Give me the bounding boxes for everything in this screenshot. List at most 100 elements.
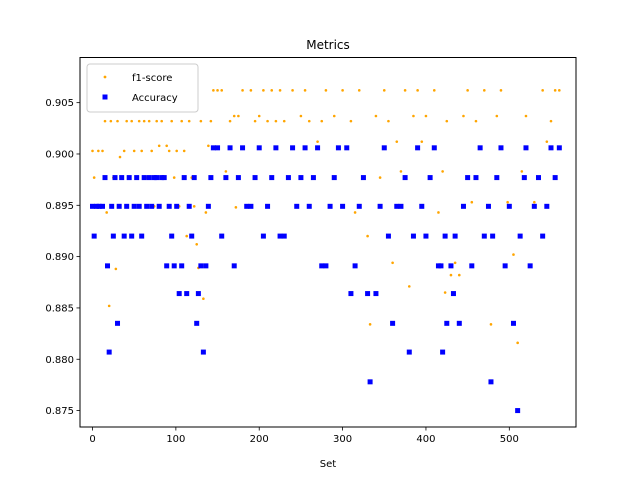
legend-marker-accuracy: [102, 94, 108, 100]
point-f1-score: [432, 89, 436, 92]
legend: f1-score Accuracy: [86, 63, 199, 113]
point-f1-score: [553, 89, 557, 92]
point-accuracy: [205, 203, 211, 209]
point-accuracy: [419, 203, 425, 209]
point-f1-score: [437, 211, 440, 214]
point-accuracy: [298, 175, 304, 181]
point-accuracy: [240, 145, 246, 151]
point-f1-score: [199, 119, 203, 123]
point-accuracy: [106, 349, 112, 355]
point-f1-score: [109, 119, 113, 123]
point-accuracy: [465, 175, 471, 181]
point-accuracy: [91, 233, 97, 239]
point-accuracy: [394, 203, 400, 209]
point-f1-score: [241, 89, 244, 92]
x-tick-label: 200: [250, 434, 269, 445]
point-accuracy: [356, 203, 362, 209]
y-tick-label: 0.890: [45, 252, 74, 263]
point-f1-score: [412, 114, 415, 118]
point-f1-score: [320, 119, 324, 123]
point-accuracy: [281, 233, 287, 239]
point-accuracy: [521, 175, 527, 181]
point-accuracy: [244, 203, 250, 209]
point-f1-score: [524, 114, 528, 118]
x-axis-label: Set: [320, 459, 337, 470]
point-f1-score: [253, 119, 257, 123]
point-f1-score: [234, 206, 238, 209]
point-accuracy: [340, 203, 346, 209]
point-f1-score: [387, 119, 390, 123]
point-accuracy: [181, 175, 187, 181]
point-f1-score: [374, 114, 378, 118]
plot-area: [90, 89, 562, 414]
y-axis: 0.875 0.880 0.885 0.890 0.895 0.900 0.905: [45, 98, 80, 417]
point-accuracy: [96, 203, 102, 209]
point-f1-score: [533, 200, 536, 204]
point-accuracy: [544, 203, 550, 209]
point-f1-score: [249, 89, 253, 92]
point-f1-score: [453, 261, 457, 265]
point-f1-score: [443, 291, 447, 294]
point-accuracy: [410, 233, 416, 239]
point-accuracy: [126, 175, 132, 181]
point-accuracy: [315, 145, 321, 151]
point-f1-score: [97, 149, 100, 153]
point-f1-score: [192, 205, 196, 208]
point-f1-score: [147, 119, 151, 123]
point-accuracy: [294, 203, 300, 209]
point-f1-score: [187, 119, 191, 123]
point-f1-score: [157, 144, 161, 148]
point-accuracy: [335, 145, 341, 151]
point-accuracy: [109, 203, 115, 209]
point-accuracy: [360, 175, 366, 181]
point-accuracy: [144, 203, 150, 209]
point-accuracy: [174, 203, 180, 209]
point-accuracy: [141, 175, 147, 181]
point-f1-score: [175, 149, 178, 153]
point-f1-score: [132, 149, 136, 153]
point-accuracy: [194, 320, 200, 326]
point-f1-score: [202, 297, 205, 301]
point-accuracy: [473, 175, 479, 181]
point-f1-score: [466, 89, 469, 92]
point-accuracy: [442, 233, 448, 239]
point-accuracy: [200, 349, 206, 355]
point-accuracy: [423, 233, 429, 239]
point-accuracy: [129, 233, 135, 239]
point-accuracy: [110, 233, 116, 239]
point-accuracy: [121, 233, 127, 239]
point-f1-score: [142, 119, 146, 123]
legend-box: [86, 63, 199, 113]
point-f1-score: [495, 114, 499, 118]
point-f1-score: [165, 144, 168, 148]
point-accuracy: [277, 233, 283, 239]
point-accuracy: [527, 263, 533, 269]
point-f1-score: [209, 119, 213, 123]
y-tick-label: 0.900: [45, 149, 74, 160]
point-accuracy: [256, 145, 262, 151]
point-f1-score: [160, 119, 163, 123]
point-accuracy: [323, 263, 329, 269]
point-accuracy: [159, 175, 165, 181]
point-accuracy: [469, 263, 475, 269]
point-accuracy: [531, 203, 537, 209]
point-f1-score: [140, 149, 143, 153]
point-accuracy: [269, 175, 275, 181]
point-accuracy: [438, 263, 444, 269]
point-f1-score: [462, 114, 465, 118]
point-f1-score: [366, 234, 369, 238]
point-accuracy: [306, 203, 312, 209]
point-f1-score: [441, 170, 444, 173]
plot-frame: [79, 57, 577, 428]
point-accuracy: [223, 175, 229, 181]
point-accuracy: [448, 263, 454, 269]
point-accuracy: [427, 175, 433, 181]
point-f1-score: [420, 140, 424, 143]
point-f1-score: [130, 119, 133, 123]
point-f1-score: [228, 119, 232, 123]
point-accuracy: [136, 203, 142, 209]
point-f1-score: [125, 119, 128, 123]
point-f1-score: [137, 119, 141, 123]
point-f1-score: [266, 119, 269, 123]
point-accuracy: [377, 203, 383, 209]
